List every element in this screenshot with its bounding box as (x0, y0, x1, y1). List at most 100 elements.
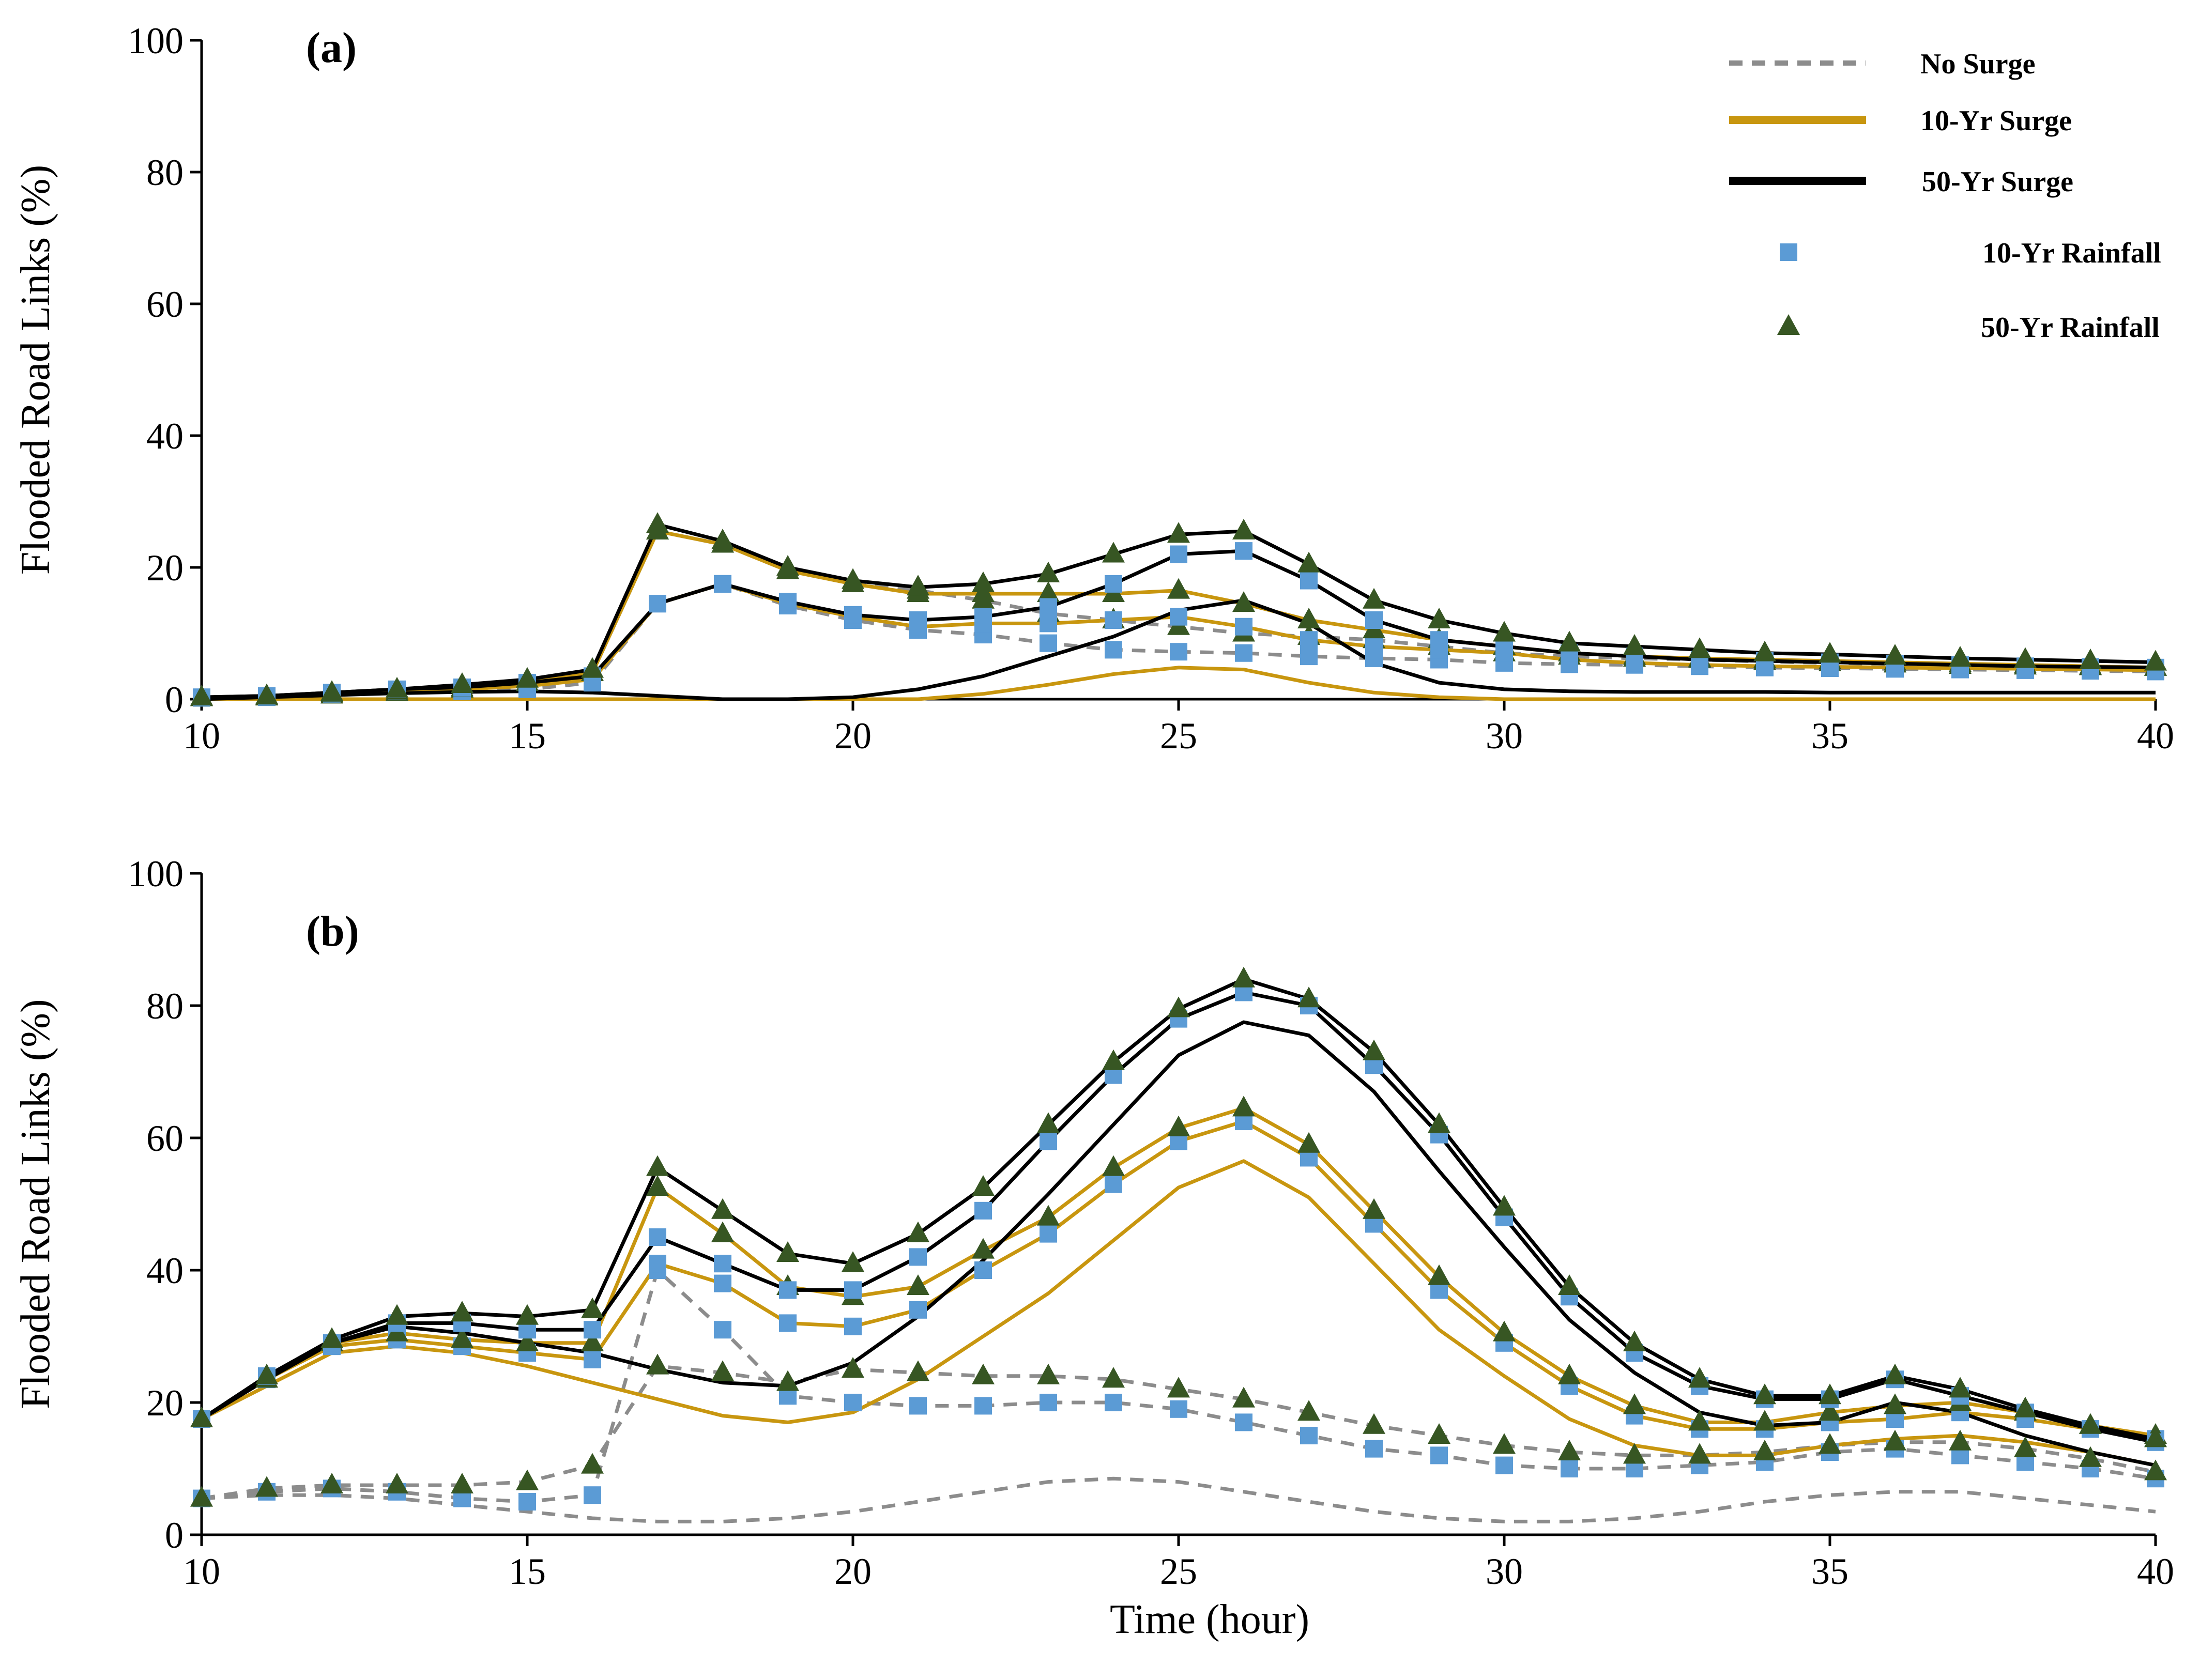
data-point-square (1040, 1225, 1057, 1243)
x-tick-label: 35 (1811, 1551, 1848, 1592)
data-point-triangle (1167, 1377, 1190, 1398)
data-point-triangle (2144, 1459, 2167, 1481)
data-point-triangle (1428, 1423, 1450, 1444)
y-tick-label: 40 (146, 1250, 184, 1291)
data-point-triangle (1949, 1429, 1972, 1451)
data-point-triangle (1232, 591, 1255, 612)
legend-label: 10-Yr Rainfall (1982, 237, 2161, 269)
data-point-triangle (776, 1241, 799, 1262)
data-point-triangle (1884, 1393, 1906, 1414)
data-point-triangle (972, 1363, 995, 1384)
data-point-triangle (255, 683, 278, 704)
data-point-triangle (1884, 644, 1906, 665)
y-tick-label: 60 (146, 284, 184, 325)
data-point-triangle (711, 1360, 734, 1381)
legend-label: No Surge (1920, 48, 2035, 80)
data-point-triangle (907, 1360, 929, 1381)
data-point-triangle (1232, 518, 1255, 540)
data-point-triangle (1297, 551, 1320, 573)
legend-label: 10-Yr Surge (1920, 105, 2072, 137)
data-point-square (909, 1301, 927, 1319)
data-point-triangle (711, 1221, 734, 1242)
x-tick-label: 25 (1160, 715, 1197, 757)
data-point-square (714, 1321, 731, 1339)
data-point-square (844, 1317, 862, 1335)
data-point-triangle (646, 1353, 669, 1375)
data-point-square (1300, 572, 1318, 590)
data-point-triangle (1102, 1049, 1125, 1070)
data-point-triangle (1623, 1393, 1646, 1414)
data-point-triangle (972, 571, 995, 592)
data-point-triangle (1688, 1367, 1711, 1388)
data-point-triangle (1753, 640, 1776, 661)
data-point-square (649, 1255, 666, 1273)
data-point-square (974, 1201, 992, 1220)
y-tick-label: 60 (146, 1118, 184, 1159)
x-tick-label: 35 (1811, 715, 1848, 757)
data-point-square (1235, 618, 1252, 636)
data-point-square (844, 1281, 862, 1299)
y-tick-label: 80 (146, 152, 184, 193)
legend-item-no-surge: No Surge (1729, 48, 2035, 80)
series-line (202, 666, 2156, 701)
data-point-triangle (1493, 1195, 1516, 1216)
data-point-triangle (386, 1304, 408, 1325)
legend-item-surge-50yr: 50-Yr Surge (1729, 166, 2073, 198)
x-tick-label: 10 (183, 715, 220, 757)
data-point-triangle (581, 657, 604, 678)
data-point-triangle (451, 1301, 473, 1322)
data-point-square (584, 1350, 601, 1368)
data-point-triangle (2079, 1413, 2102, 1434)
panel-label: (a) (306, 24, 357, 72)
data-point-triangle (1623, 634, 1646, 655)
data-point-square (1170, 545, 1187, 563)
data-point-triangle (1297, 1400, 1320, 1421)
data-point-triangle (907, 1221, 929, 1242)
data-point-triangle (1363, 1039, 1385, 1060)
data-point-triangle (255, 1363, 278, 1384)
data-point-square (779, 1281, 797, 1299)
data-point-triangle (2014, 1436, 2037, 1457)
data-point-triangle (1297, 987, 1320, 1008)
data-point-triangle (320, 1473, 343, 1493)
y-tick-label: 20 (146, 1382, 184, 1424)
x-tick-label: 10 (183, 1551, 220, 1592)
data-point-triangle (1558, 1363, 1581, 1384)
data-point-triangle (1037, 1205, 1060, 1226)
data-point-triangle (1102, 1155, 1125, 1176)
data-point-triangle (2079, 649, 2102, 670)
data-point-triangle (1297, 608, 1320, 628)
data-point-square (1495, 1456, 1513, 1474)
data-point-triangle (255, 1476, 278, 1497)
data-point-triangle (516, 1304, 539, 1325)
data-point-triangle (1167, 522, 1190, 543)
data-point-square (1235, 542, 1252, 560)
legend-label: 50-Yr Surge (1922, 166, 2073, 198)
data-point-square (1430, 1446, 1448, 1465)
data-point-square (909, 611, 927, 629)
data-point-square (844, 606, 862, 624)
data-point-square (1365, 611, 1383, 629)
data-point-triangle (581, 1330, 604, 1351)
data-point-triangle (451, 672, 473, 693)
data-point-square (779, 593, 797, 611)
y-tick-label: 20 (146, 547, 184, 589)
data-point-triangle (2014, 647, 2037, 668)
x-tick-label: 20 (834, 715, 872, 757)
data-point-triangle (190, 1486, 213, 1507)
data-point-triangle (842, 1251, 864, 1272)
data-point-square (1040, 634, 1057, 652)
data-point-triangle (516, 1330, 539, 1351)
data-point-square (1235, 644, 1252, 662)
data-point-triangle (386, 676, 408, 698)
data-point-triangle (1688, 1410, 1711, 1431)
data-point-square (1105, 641, 1122, 659)
data-point-triangle (711, 1198, 734, 1219)
x-tick-label: 40 (2137, 715, 2174, 757)
data-point-triangle (1819, 1383, 1841, 1405)
data-point-triangle (1949, 1377, 1972, 1398)
data-point-triangle (1428, 1264, 1450, 1285)
y-tick-label: 80 (146, 985, 184, 1027)
data-point-triangle (1363, 1413, 1385, 1434)
